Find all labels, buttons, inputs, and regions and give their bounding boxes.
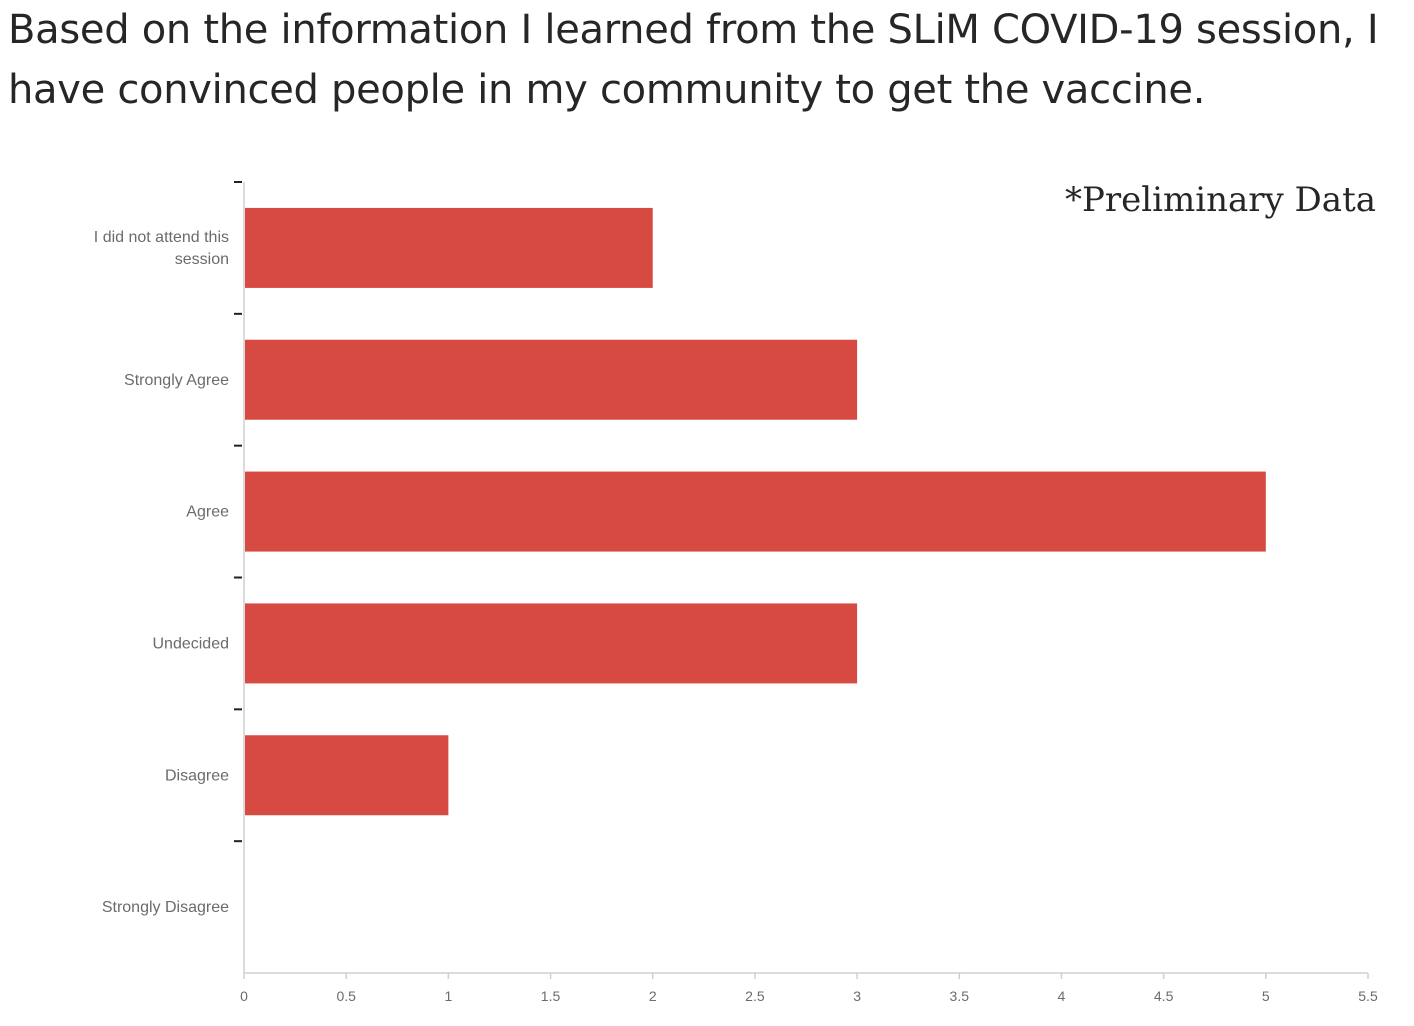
category-label: session — [175, 251, 229, 268]
x-tick-label: 4.5 — [1154, 988, 1174, 1004]
category-label: I did not attend this — [94, 229, 229, 246]
x-tick-label: 5 — [1262, 988, 1270, 1004]
chart-title-line-2: have convinced people in my community to… — [8, 67, 1206, 113]
category-label: Undecided — [153, 635, 230, 652]
x-tick-label: 3.5 — [950, 988, 970, 1004]
x-tick-label: 2 — [649, 988, 657, 1004]
bar — [245, 471, 1266, 552]
category-label: Strongly Disagree — [102, 899, 229, 916]
category-label: Agree — [186, 504, 229, 521]
bar — [245, 207, 653, 288]
bar — [245, 603, 858, 684]
x-tick-label: 1 — [444, 988, 452, 1004]
x-tick-label: 0.5 — [336, 988, 356, 1004]
x-tick-label: 5.5 — [1358, 988, 1378, 1004]
bar — [245, 339, 858, 420]
category-label: Strongly Agree — [124, 372, 229, 389]
x-tick-label: 2.5 — [745, 988, 765, 1004]
chart-title-line-1: Based on the information I learned from … — [8, 7, 1379, 53]
x-tick-label: 3 — [853, 988, 861, 1004]
preliminary-data-note: *Preliminary Data — [1064, 180, 1376, 220]
bar — [245, 735, 449, 816]
x-tick-label: 0 — [240, 988, 248, 1004]
chart-title: Based on the information I learned from … — [8, 0, 1408, 120]
x-tick-label: 4 — [1058, 988, 1066, 1004]
x-tick-label: 1.5 — [541, 988, 561, 1004]
category-label: Disagree — [165, 767, 229, 784]
